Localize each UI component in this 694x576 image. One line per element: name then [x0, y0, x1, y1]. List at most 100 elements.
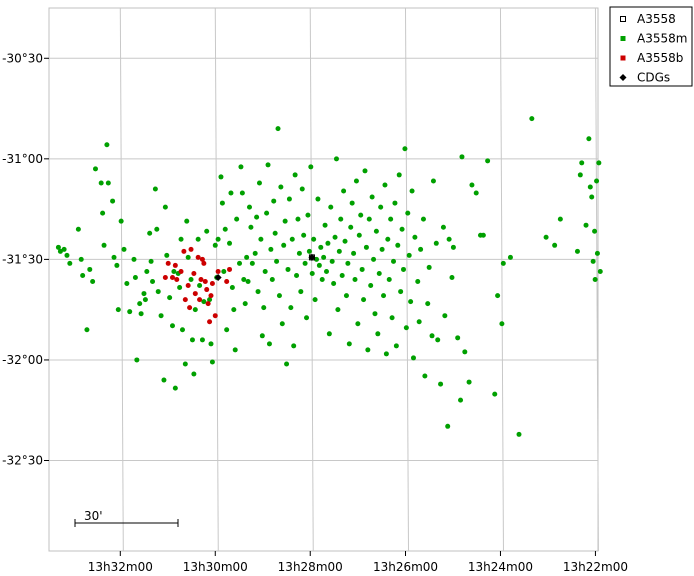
- point-a3558m-171: [368, 283, 374, 289]
- point-a3558m-201: [410, 355, 416, 361]
- point-a3558m-31: [142, 297, 148, 303]
- point-a3558b-9: [187, 305, 193, 311]
- point-a3558m-143: [328, 204, 334, 210]
- point-a3558m-19: [114, 262, 120, 268]
- point-a3558m-136: [318, 244, 324, 250]
- point-a3558m-224: [462, 349, 468, 355]
- point-a3558m-138: [321, 254, 327, 260]
- point-a3558m-233: [499, 321, 505, 327]
- point-a3558m-170: [366, 216, 372, 222]
- point-a3558m-239: [552, 242, 558, 248]
- point-a3558m-17: [110, 198, 116, 204]
- point-a3558m-72: [222, 226, 228, 232]
- point-cdgs-1: [308, 253, 316, 261]
- point-a3558m-105: [274, 258, 280, 264]
- point-a3558m-167: [362, 168, 368, 174]
- point-a3558m-63: [207, 297, 213, 303]
- point-a3558b-27: [227, 266, 233, 272]
- point-a3558m-94: [258, 236, 264, 242]
- point-a3558b-5: [178, 268, 184, 274]
- point-a3558m-96: [261, 305, 267, 311]
- point-a3558m-199: [408, 299, 414, 305]
- point-a3558m-132: [312, 297, 318, 303]
- point-a3558m-130: [309, 270, 315, 276]
- point-a3558b-4: [174, 277, 180, 282]
- point-a3558m-177: [376, 270, 382, 276]
- point-a3558m-111: [282, 218, 288, 224]
- point-a3558m-64: [208, 341, 214, 347]
- point-a3558m-193: [399, 226, 405, 232]
- point-a3558m-174: [372, 311, 378, 317]
- point-a3558m-50: [179, 327, 185, 333]
- point-a3558b-7: [182, 297, 188, 303]
- point-a3558m-86: [245, 279, 251, 285]
- point-a3558m-222: [458, 397, 464, 403]
- point-a3558m-237: [529, 116, 535, 122]
- point-a3558m-57: [192, 307, 198, 313]
- point-a3558m-27: [134, 357, 140, 363]
- point-a3558m-169: [365, 347, 371, 353]
- point-a3558m-160: [352, 277, 358, 282]
- point-a3558m-164: [358, 212, 364, 218]
- point-a3558m-198: [406, 252, 412, 258]
- point-a3558m-173: [371, 256, 377, 262]
- point-a3558b-25: [215, 268, 221, 274]
- x-tick-label-1: 13h30m00: [183, 560, 248, 574]
- point-a3558m-113: [285, 266, 291, 272]
- point-a3558m-76: [229, 285, 235, 291]
- point-a3558m-135: [316, 262, 322, 268]
- point-a3558m-215: [440, 224, 446, 230]
- point-a3558m-225: [466, 379, 472, 385]
- point-a3558m-60: [199, 337, 205, 343]
- legend-label-cdgs: CDGs: [637, 71, 670, 85]
- point-a3558m-205: [418, 246, 424, 252]
- x-tick-label-4: 13h24m00: [468, 560, 533, 574]
- point-a3558m-14: [101, 242, 107, 248]
- point-a3558b-10: [188, 246, 194, 252]
- point-a3558m-11: [92, 166, 98, 172]
- point-a3558m-16: [105, 180, 111, 186]
- point-a3558m-176: [375, 331, 381, 337]
- point-a3558b-0: [162, 274, 168, 280]
- point-a3558m-141: [325, 240, 331, 246]
- point-a3558m-209: [426, 264, 432, 270]
- point-a3558m-79: [234, 216, 240, 222]
- point-a3558b-3: [172, 262, 178, 268]
- point-a3558m-100: [266, 341, 272, 347]
- point-a3558m-81: [238, 164, 244, 170]
- point-a3558m-223: [459, 154, 465, 160]
- point-a3558m-152: [341, 188, 347, 194]
- point-a3558m-128: [306, 248, 312, 254]
- point-a3558m-154: [343, 293, 349, 299]
- point-a3558m-59: [197, 283, 203, 289]
- point-a3558m-56: [191, 371, 197, 377]
- point-a3558m-51: [182, 361, 188, 367]
- point-a3558m-68: [215, 236, 221, 242]
- point-a3558m-93: [256, 180, 262, 186]
- point-a3558m-134: [315, 196, 321, 202]
- point-a3558m-53: [185, 254, 191, 260]
- point-a3558b-6: [181, 248, 187, 254]
- point-a3558m-159: [351, 250, 357, 256]
- point-a3558m-69: [218, 174, 224, 180]
- point-a3558m-126: [304, 315, 310, 321]
- point-a3558m-244: [583, 222, 589, 228]
- point-a3558m-90: [252, 250, 258, 256]
- point-a3558m-8: [84, 327, 90, 333]
- point-a3558m-133: [314, 256, 320, 262]
- point-a3558m-248: [590, 258, 596, 264]
- point-a3558m-151: [339, 272, 345, 278]
- point-a3558-0: [308, 254, 315, 261]
- point-a3558m-180: [381, 293, 387, 299]
- point-a3558m-155: [345, 260, 351, 266]
- point-a3558m-49: [178, 236, 184, 242]
- point-a3558m-23: [124, 281, 130, 287]
- point-a3558m-108: [278, 184, 284, 190]
- point-a3558m-184: [386, 277, 392, 282]
- point-a3558b-14: [197, 297, 203, 303]
- point-a3558m-55: [189, 337, 195, 343]
- point-a3558b-18: [202, 279, 208, 285]
- point-a3558m-102: [269, 277, 275, 282]
- point-a3558m-196: [403, 325, 409, 331]
- point-a3558m-18: [111, 254, 117, 260]
